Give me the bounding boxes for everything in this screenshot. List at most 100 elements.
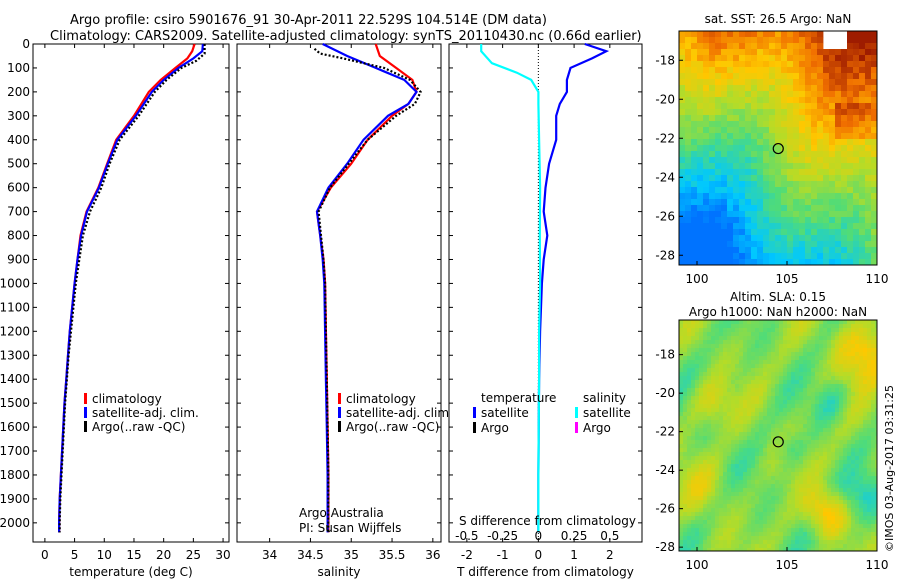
sla_map-cell: [771, 548, 776, 552]
sla_map-cell: [775, 540, 780, 545]
sla_map-cell: [719, 340, 724, 345]
sst_map-cell: [865, 37, 872, 44]
sla_map-cell: [759, 356, 764, 361]
sla_map-cell: [827, 496, 832, 501]
sst_map-cell: [775, 109, 782, 116]
sla_map-cell: [791, 392, 796, 397]
sst_map-cell: [847, 61, 854, 68]
sla_map-cell: [803, 428, 808, 433]
sla_map-cell: [795, 336, 800, 341]
sla_map-cell: [815, 516, 820, 521]
sla_map-cell: [819, 436, 824, 441]
sst_map-cell: [745, 115, 752, 122]
sst_map-cell: [727, 241, 734, 248]
sst_map-cell: [739, 31, 746, 38]
sla_map-cell: [771, 340, 776, 345]
sla_map-cell: [823, 456, 828, 461]
sla_map-cell: [839, 472, 844, 477]
sst_map-cell: [865, 157, 872, 164]
sst_map-cell: [799, 229, 806, 236]
sst_map-cell: [811, 85, 818, 92]
sla_map-xtick-label: 110: [866, 558, 889, 572]
sla_map-cell: [863, 488, 868, 493]
sla_map-cell: [703, 520, 708, 525]
sst_map-cell: [787, 133, 794, 140]
sst_map-cell: [703, 103, 710, 110]
sst_map-cell: [757, 181, 764, 188]
sla_map-cell: [823, 360, 828, 365]
temperature-ytick-label: 100: [7, 61, 30, 75]
sla_map-cell: [795, 428, 800, 433]
sst_map-cell: [685, 193, 692, 200]
sst_map-cell: [865, 187, 872, 194]
sla_map-cell: [683, 500, 688, 505]
sst_map-cell: [775, 157, 782, 164]
sla_map-cell: [823, 496, 828, 501]
sst_map-cell: [727, 211, 734, 218]
sla_map-cell: [727, 332, 732, 337]
sla_map-cell: [751, 332, 756, 337]
sla_map-cell: [779, 384, 784, 389]
sla_map-cell: [711, 504, 716, 509]
sst_map-cell: [811, 247, 818, 254]
sst_map-cell: [847, 235, 854, 242]
sst_map-cell: [709, 109, 716, 116]
sst_map-cell: [853, 139, 860, 146]
sst_map-cell: [841, 49, 848, 56]
sla_map-cell: [831, 504, 836, 509]
sst_map-cell: [733, 253, 740, 260]
sst_map-cell: [739, 217, 746, 224]
sla_map-cell: [787, 364, 792, 369]
sla_map-cell: [719, 368, 724, 373]
sst_map-cell: [865, 211, 872, 218]
sla_map-cell: [799, 348, 804, 353]
sla_map-cell: [791, 428, 796, 433]
sst_map-cell: [691, 79, 698, 86]
sla_map-cell: [735, 420, 740, 425]
sst_map-cell: [793, 223, 800, 230]
sst_map-cell: [835, 187, 842, 194]
sst_map-cell: [697, 145, 704, 152]
sla_map-cell: [823, 396, 828, 401]
sla_map-cell: [775, 364, 780, 369]
sst_map-cell: [739, 79, 746, 86]
sst_map-cell: [709, 199, 716, 206]
sla_map-cell: [743, 460, 748, 465]
sla_map-cell: [695, 336, 700, 341]
sst_map-cell: [787, 79, 794, 86]
sla_map-cell: [875, 496, 878, 501]
sst_map-cell: [763, 163, 770, 170]
sla_map-cell: [735, 464, 740, 469]
sla_map-cell: [771, 448, 776, 453]
sla_map-cell: [771, 396, 776, 401]
sst_map-cell: [745, 133, 752, 140]
sst_map-cell: [859, 145, 866, 152]
sla_map-cell: [715, 412, 720, 417]
sla_map-cell: [807, 520, 812, 525]
sst_map-cell: [835, 91, 842, 98]
sst_map-cell: [805, 187, 812, 194]
sst_map-cell: [835, 205, 842, 212]
sst_map-cell: [805, 109, 812, 116]
sst_map-cell: [775, 169, 782, 176]
sla_map-cell: [751, 340, 756, 345]
sst_map-cell: [679, 187, 686, 194]
sla_map-cell: [687, 436, 692, 441]
sla_map-cell: [719, 460, 724, 465]
sla_map-cell: [835, 372, 840, 377]
sst_map-cell: [793, 55, 800, 62]
sla_map-cell: [703, 476, 708, 481]
sla_map-cell: [847, 432, 852, 437]
sst_map-cell: [691, 91, 698, 98]
sla_map-cell: [723, 424, 728, 429]
sla_map-cell: [799, 540, 804, 545]
sst_map-cell: [709, 193, 716, 200]
temperature-ytick-label: 1400: [0, 372, 30, 386]
sla_map-cell: [743, 436, 748, 441]
sst_map-cell: [703, 43, 710, 50]
sst_map-cell: [799, 103, 806, 110]
sla_map-cell: [839, 388, 844, 393]
sla_map-cell: [727, 492, 732, 497]
sla_map-cell: [719, 484, 724, 489]
sla_map-cell: [803, 404, 808, 409]
